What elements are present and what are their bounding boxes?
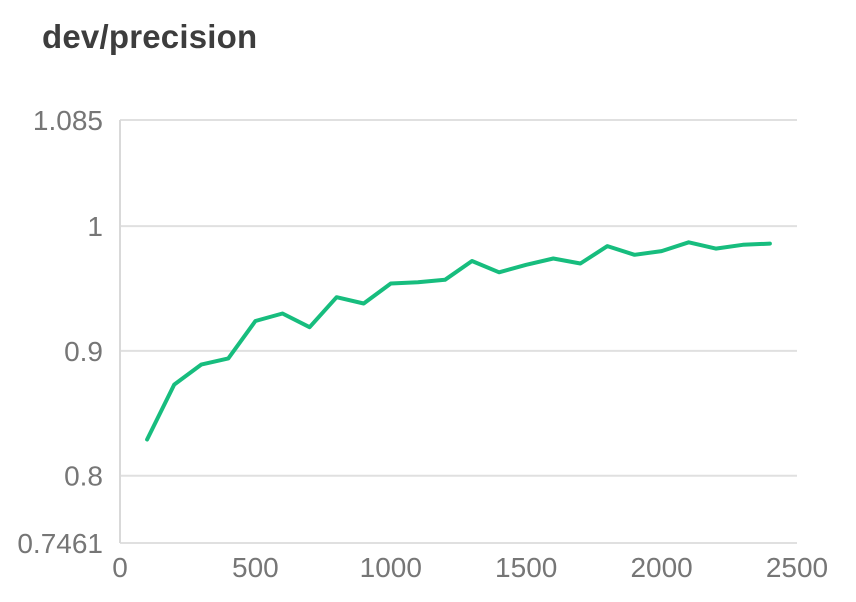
- y-tick-label: 0.9: [64, 336, 103, 367]
- x-tick-label: 1500: [495, 552, 557, 583]
- x-tick-label: 2500: [766, 552, 828, 583]
- x-tick-label: 500: [232, 552, 279, 583]
- y-tick-label: 0.7461: [17, 528, 103, 559]
- y-tick-label: 1.085: [33, 105, 103, 136]
- x-tick-label: 0: [112, 552, 128, 583]
- series-line: [145, 240, 772, 442]
- y-tick-label: 0.8: [64, 461, 103, 492]
- x-tick-label: 1000: [360, 552, 422, 583]
- x-tick-label: 2000: [630, 552, 692, 583]
- chart-title: dev/precision: [42, 18, 258, 55]
- y-tick-label: 1: [87, 211, 103, 242]
